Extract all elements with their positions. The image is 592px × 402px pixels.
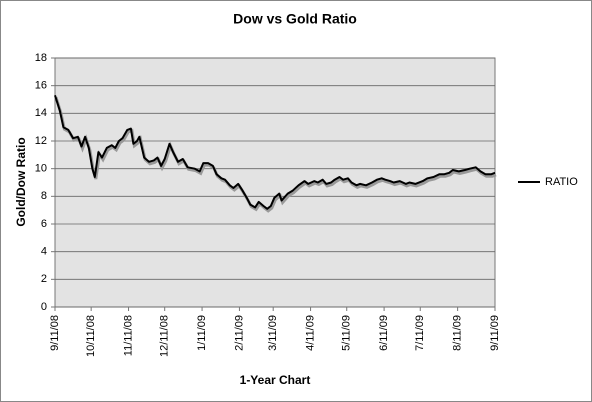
x-tick-label: 12/11/08 [159, 315, 171, 357]
y-tick-label: 12 [35, 135, 47, 147]
y-tick-label: 6 [41, 218, 47, 230]
x-tick-label: 8/11/09 [452, 315, 464, 351]
y-tick-label: 10 [35, 163, 47, 175]
y-tick-label: 4 [41, 246, 47, 258]
x-axis-label: 1-Year Chart [240, 373, 311, 387]
x-tick-label: 7/11/09 [414, 315, 426, 351]
x-tick-label: 9/11/08 [49, 315, 61, 351]
x-tick-label: 3/11/09 [267, 315, 279, 351]
x-tick-label: 1/11/09 [196, 315, 208, 351]
legend-label: RATIO [545, 176, 578, 188]
y-tick-label: 2 [41, 273, 47, 285]
x-tick-label: 2/11/09 [233, 315, 245, 351]
y-tick-label: 14 [35, 107, 47, 119]
x-tick-label: 11/11/08 [122, 315, 134, 356]
y-tick-label: 8 [41, 190, 47, 202]
x-tick-label: 6/11/09 [378, 315, 390, 351]
x-tick-label: 5/11/09 [341, 315, 353, 351]
line [54, 95, 496, 210]
y-tick-label: 18 [35, 52, 47, 64]
y-tick-label: 16 [35, 80, 47, 92]
y-tick-label: 0 [41, 301, 47, 313]
x-tick-label: 10/11/08 [85, 315, 97, 357]
plot-area [54, 57, 496, 308]
x-tick-label: 4/11/09 [304, 315, 316, 351]
chart-title: Dow vs Gold Ratio [233, 11, 357, 27]
y-axis-label: Gold/Dow Ratio [14, 137, 28, 226]
x-tick-label: 9/11/09 [489, 315, 501, 351]
